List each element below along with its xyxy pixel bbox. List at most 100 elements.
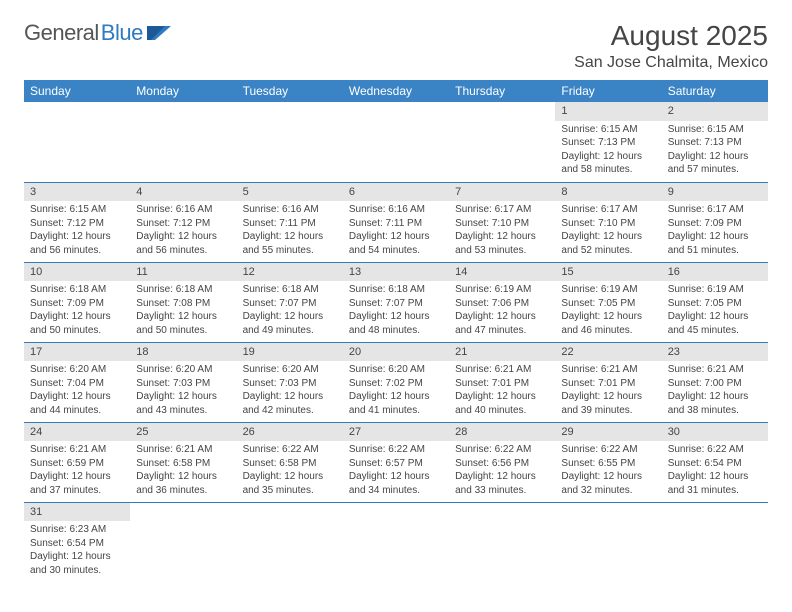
sunset-text: Sunset: 7:02 PM (349, 377, 443, 391)
day-number: 5 (237, 183, 343, 202)
day-body: Sunrise: 6:20 AMSunset: 7:02 PMDaylight:… (343, 361, 449, 421)
sunset-text: Sunset: 6:54 PM (30, 537, 124, 551)
day-cell: 1Sunrise: 6:15 AMSunset: 7:13 PMDaylight… (555, 102, 661, 182)
day-number: 10 (24, 263, 130, 282)
day-number: 11 (130, 263, 236, 282)
day-cell: 27Sunrise: 6:22 AMSunset: 6:57 PMDayligh… (343, 422, 449, 502)
daylight-text: Daylight: 12 hours and 35 minutes. (243, 470, 337, 497)
day-cell: 31Sunrise: 6:23 AMSunset: 6:54 PMDayligh… (24, 502, 130, 582)
daylight-text: Daylight: 12 hours and 49 minutes. (243, 310, 337, 337)
day-body: Sunrise: 6:21 AMSunset: 7:01 PMDaylight:… (555, 361, 661, 421)
sunrise-text: Sunrise: 6:18 AM (30, 283, 124, 297)
day-cell: 29Sunrise: 6:22 AMSunset: 6:55 PMDayligh… (555, 422, 661, 502)
day-number: 26 (237, 423, 343, 442)
day-body: Sunrise: 6:22 AMSunset: 6:56 PMDaylight:… (449, 441, 555, 501)
sunrise-text: Sunrise: 6:22 AM (455, 443, 549, 457)
day-number: 17 (24, 343, 130, 362)
daylight-text: Daylight: 12 hours and 39 minutes. (561, 390, 655, 417)
month-title: August 2025 (574, 20, 768, 52)
sunrise-text: Sunrise: 6:17 AM (455, 203, 549, 217)
day-body: Sunrise: 6:22 AMSunset: 6:57 PMDaylight:… (343, 441, 449, 501)
sunrise-text: Sunrise: 6:16 AM (136, 203, 230, 217)
day-cell: 22Sunrise: 6:21 AMSunset: 7:01 PMDayligh… (555, 342, 661, 422)
daylight-text: Daylight: 12 hours and 37 minutes. (30, 470, 124, 497)
weekday-saturday: Saturday (662, 80, 768, 102)
day-number: 29 (555, 423, 661, 442)
day-body: Sunrise: 6:20 AMSunset: 7:03 PMDaylight:… (130, 361, 236, 421)
empty-cell (449, 502, 555, 582)
day-body: Sunrise: 6:20 AMSunset: 7:03 PMDaylight:… (237, 361, 343, 421)
logo-flag-icon (147, 24, 173, 42)
day-number: 15 (555, 263, 661, 282)
day-number: 28 (449, 423, 555, 442)
day-number: 4 (130, 183, 236, 202)
day-body: Sunrise: 6:19 AMSunset: 7:06 PMDaylight:… (449, 281, 555, 341)
day-number: 13 (343, 263, 449, 282)
sunset-text: Sunset: 7:03 PM (136, 377, 230, 391)
daylight-text: Daylight: 12 hours and 38 minutes. (668, 390, 762, 417)
sunrise-text: Sunrise: 6:22 AM (668, 443, 762, 457)
daylight-text: Daylight: 12 hours and 34 minutes. (349, 470, 443, 497)
day-body: Sunrise: 6:22 AMSunset: 6:58 PMDaylight:… (237, 441, 343, 501)
day-body: Sunrise: 6:23 AMSunset: 6:54 PMDaylight:… (24, 521, 130, 581)
day-cell: 21Sunrise: 6:21 AMSunset: 7:01 PMDayligh… (449, 342, 555, 422)
week-row: 31Sunrise: 6:23 AMSunset: 6:54 PMDayligh… (24, 502, 768, 582)
day-body: Sunrise: 6:17 AMSunset: 7:10 PMDaylight:… (449, 201, 555, 261)
sunrise-text: Sunrise: 6:20 AM (243, 363, 337, 377)
daylight-text: Daylight: 12 hours and 47 minutes. (455, 310, 549, 337)
daylight-text: Daylight: 12 hours and 30 minutes. (30, 550, 124, 577)
day-cell: 15Sunrise: 6:19 AMSunset: 7:05 PMDayligh… (555, 262, 661, 342)
day-number: 27 (343, 423, 449, 442)
daylight-text: Daylight: 12 hours and 52 minutes. (561, 230, 655, 257)
sunrise-text: Sunrise: 6:18 AM (349, 283, 443, 297)
day-cell: 14Sunrise: 6:19 AMSunset: 7:06 PMDayligh… (449, 262, 555, 342)
daylight-text: Daylight: 12 hours and 48 minutes. (349, 310, 443, 337)
daylight-text: Daylight: 12 hours and 57 minutes. (668, 150, 762, 177)
day-cell: 3Sunrise: 6:15 AMSunset: 7:12 PMDaylight… (24, 182, 130, 262)
sunset-text: Sunset: 7:10 PM (455, 217, 549, 231)
sunset-text: Sunset: 6:54 PM (668, 457, 762, 471)
day-number: 22 (555, 343, 661, 362)
empty-cell (130, 102, 236, 182)
daylight-text: Daylight: 12 hours and 50 minutes. (30, 310, 124, 337)
day-cell: 8Sunrise: 6:17 AMSunset: 7:10 PMDaylight… (555, 182, 661, 262)
day-body: Sunrise: 6:22 AMSunset: 6:55 PMDaylight:… (555, 441, 661, 501)
daylight-text: Daylight: 12 hours and 43 minutes. (136, 390, 230, 417)
daylight-text: Daylight: 12 hours and 55 minutes. (243, 230, 337, 257)
day-number: 24 (24, 423, 130, 442)
day-number: 30 (662, 423, 768, 442)
sunset-text: Sunset: 7:09 PM (668, 217, 762, 231)
sunrise-text: Sunrise: 6:15 AM (668, 123, 762, 137)
empty-cell (343, 102, 449, 182)
calendar-body: 1Sunrise: 6:15 AMSunset: 7:13 PMDaylight… (24, 102, 768, 582)
sunset-text: Sunset: 7:05 PM (561, 297, 655, 311)
sunset-text: Sunset: 7:03 PM (243, 377, 337, 391)
day-number: 14 (449, 263, 555, 282)
day-cell: 18Sunrise: 6:20 AMSunset: 7:03 PMDayligh… (130, 342, 236, 422)
sunset-text: Sunset: 7:12 PM (136, 217, 230, 231)
sunrise-text: Sunrise: 6:20 AM (349, 363, 443, 377)
day-body: Sunrise: 6:16 AMSunset: 7:11 PMDaylight:… (343, 201, 449, 261)
sunrise-text: Sunrise: 6:21 AM (561, 363, 655, 377)
sunset-text: Sunset: 7:01 PM (561, 377, 655, 391)
daylight-text: Daylight: 12 hours and 42 minutes. (243, 390, 337, 417)
empty-cell (237, 502, 343, 582)
weekday-sunday: Sunday (24, 80, 130, 102)
weekday-friday: Friday (555, 80, 661, 102)
day-cell: 19Sunrise: 6:20 AMSunset: 7:03 PMDayligh… (237, 342, 343, 422)
day-cell: 25Sunrise: 6:21 AMSunset: 6:58 PMDayligh… (130, 422, 236, 502)
day-number: 9 (662, 183, 768, 202)
day-body: Sunrise: 6:21 AMSunset: 7:01 PMDaylight:… (449, 361, 555, 421)
day-cell: 20Sunrise: 6:20 AMSunset: 7:02 PMDayligh… (343, 342, 449, 422)
day-cell: 7Sunrise: 6:17 AMSunset: 7:10 PMDaylight… (449, 182, 555, 262)
sunrise-text: Sunrise: 6:19 AM (455, 283, 549, 297)
sunset-text: Sunset: 7:00 PM (668, 377, 762, 391)
sunset-text: Sunset: 7:04 PM (30, 377, 124, 391)
daylight-text: Daylight: 12 hours and 45 minutes. (668, 310, 762, 337)
day-cell: 12Sunrise: 6:18 AMSunset: 7:07 PMDayligh… (237, 262, 343, 342)
day-cell: 10Sunrise: 6:18 AMSunset: 7:09 PMDayligh… (24, 262, 130, 342)
day-number: 8 (555, 183, 661, 202)
daylight-text: Daylight: 12 hours and 51 minutes. (668, 230, 762, 257)
sunset-text: Sunset: 7:13 PM (561, 136, 655, 150)
day-body: Sunrise: 6:16 AMSunset: 7:11 PMDaylight:… (237, 201, 343, 261)
